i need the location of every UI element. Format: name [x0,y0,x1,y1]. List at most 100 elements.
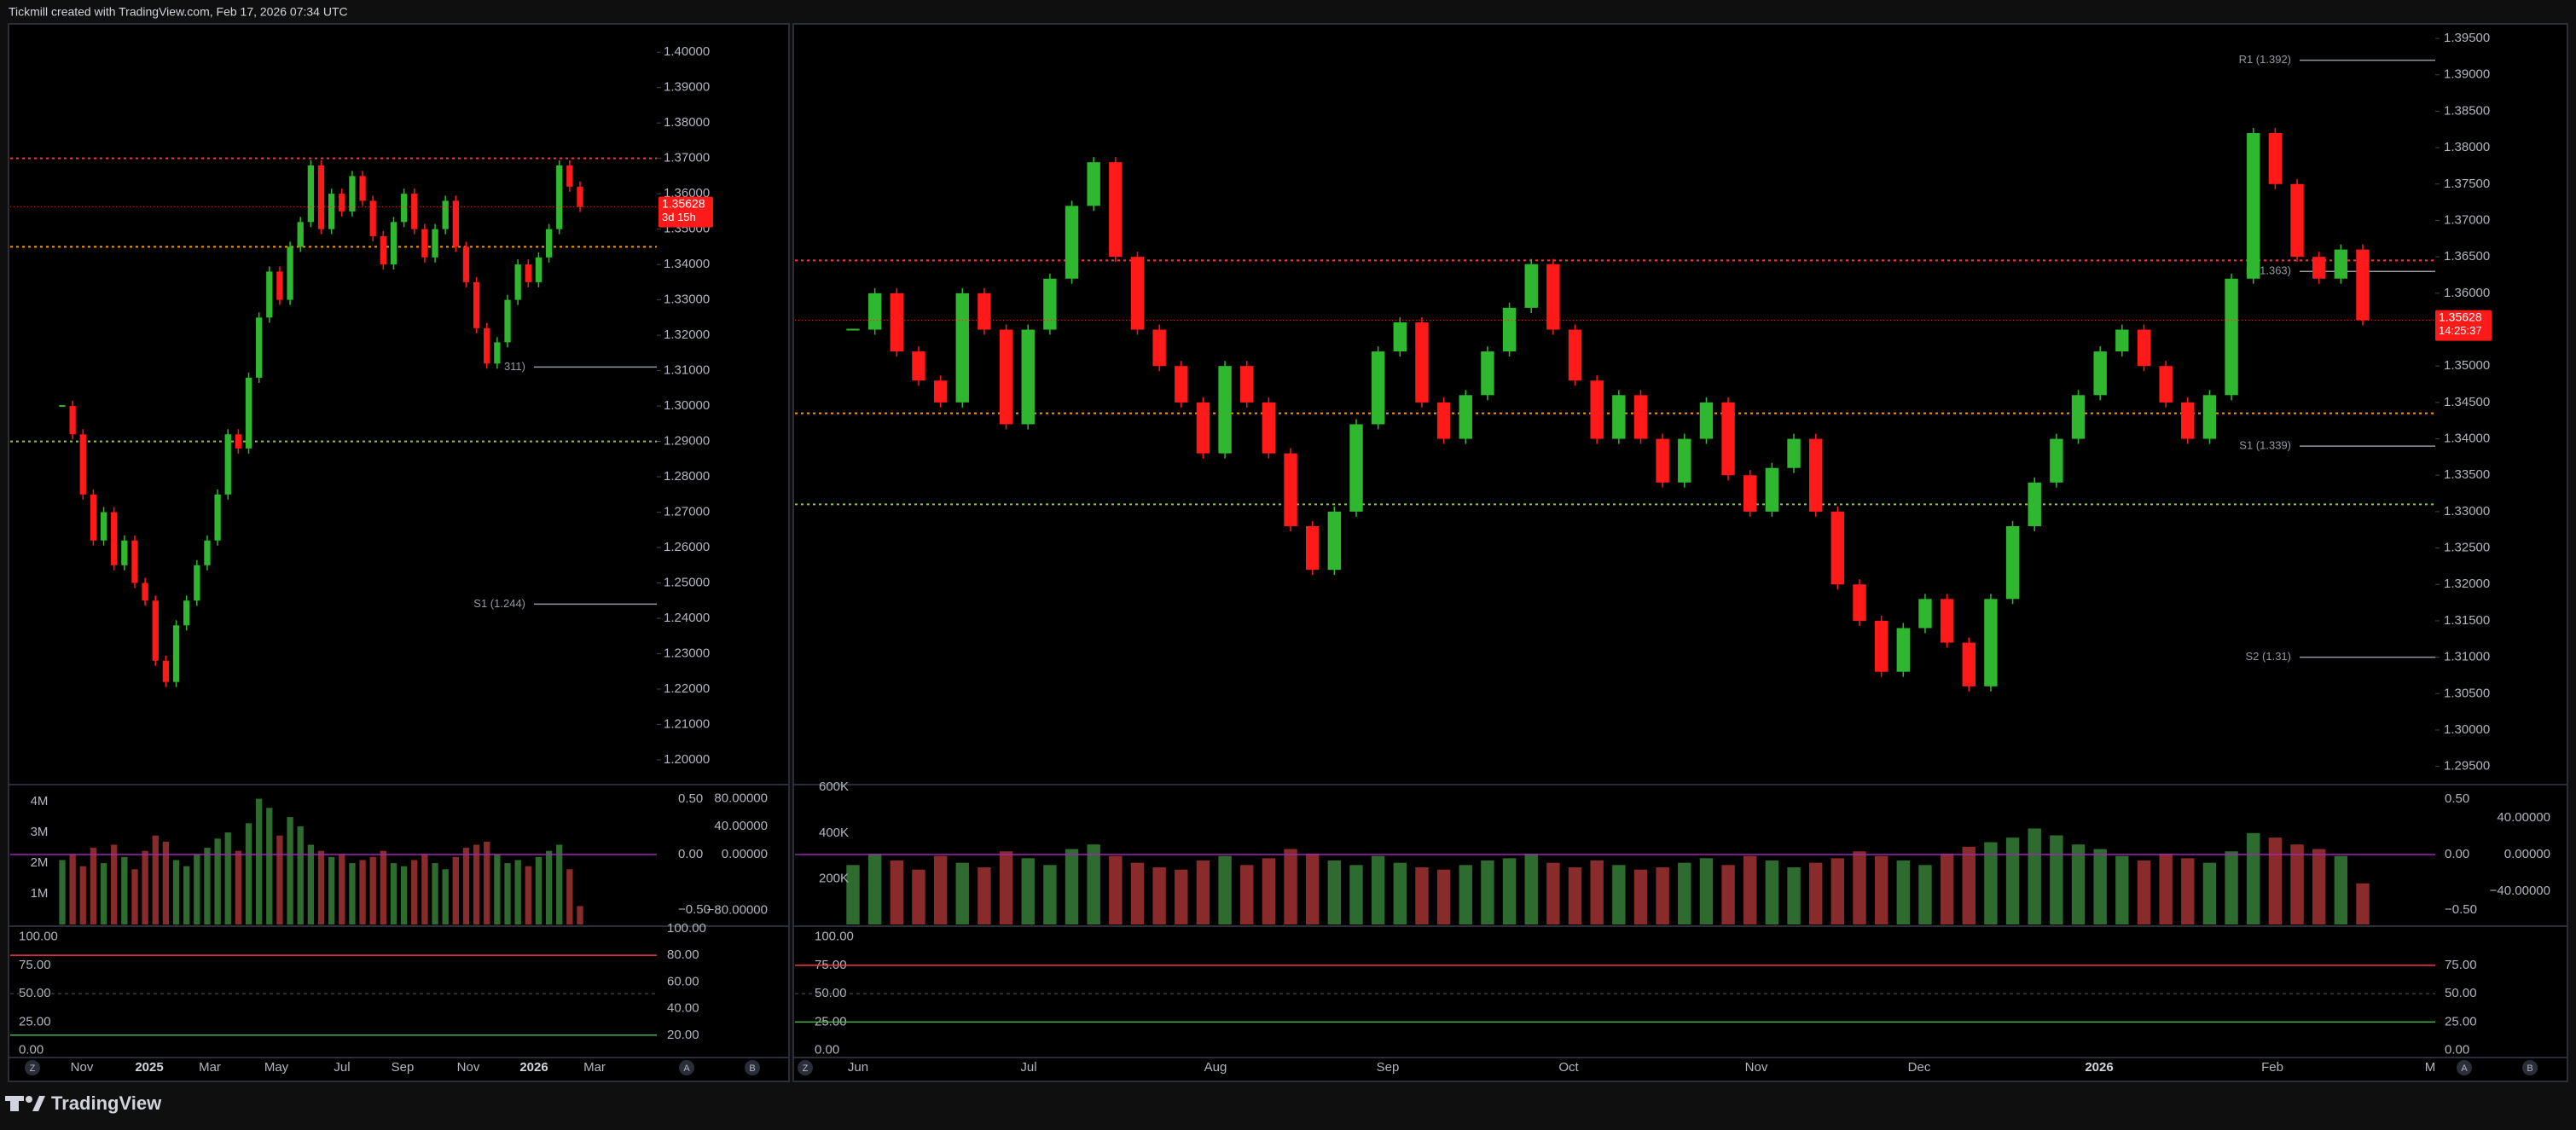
candle [1874,620,1888,672]
candle [69,406,76,435]
volume-bar [890,860,903,924]
scale-button[interactable]: A [679,1060,694,1075]
candle [577,186,583,207]
volume-bar [912,869,925,924]
volume-bar [1612,865,1626,924]
volume-bar [59,860,66,924]
scale-button-label[interactable]: Z [30,1063,36,1074]
stoch2-tick-label: 50.00 [2445,986,2477,1000]
candle [1962,642,1976,687]
candle [162,660,170,682]
candle [1284,453,1297,526]
osc2-tick-label: −80.00000 [707,903,768,918]
scale-button-label[interactable]: A [683,1063,690,1074]
logo-mark [32,1096,45,1111]
volume-bar [494,854,501,924]
candle [2268,133,2283,184]
candle [256,317,263,378]
candle [400,194,408,223]
volume-bar [194,854,200,924]
price-tick-label: 1.31000 [2444,650,2490,664]
candle [339,194,345,212]
price-tick-label: 1.37000 [2444,212,2490,227]
volume-bar [111,844,118,924]
volume-bar [1743,855,1757,924]
price-tick-label: 1.38500 [2444,103,2490,118]
scale-button[interactable]: B [745,1060,760,1075]
candle [1481,351,1494,396]
candle [317,165,325,229]
scale-button-label[interactable]: B [2527,1063,2532,1074]
volume-bar [1087,844,1100,924]
candle [1415,322,1429,403]
volume-bar [2028,828,2041,924]
candle [890,293,903,352]
candle [183,600,190,626]
candle [1590,380,1604,439]
time-label: Feb [2261,1060,2283,1075]
volume-bar [1984,842,1998,924]
volume-bar [1152,867,1166,924]
candle [1262,402,1276,454]
candle [1568,329,1582,381]
scale-button[interactable]: Z [798,1060,813,1075]
osc2-tick-label: 0.00000 [2504,847,2550,861]
pivot-label: S1 (1.244) [473,597,525,610]
candle [867,293,882,330]
volume-bar [359,860,366,924]
volume-bar [535,856,542,924]
scale-button-bg [2457,1060,2472,1075]
volume-bar [90,848,97,924]
price-tick-label: 1.40000 [664,44,710,59]
scale-button-label[interactable]: B [749,1063,755,1074]
brand[interactable]: TradingView [51,1092,162,1114]
price-tick-label: 1.29500 [2444,759,2490,774]
volume-bar [131,869,138,924]
candle [214,494,221,541]
volume-bar [452,856,459,924]
candle [297,222,304,247]
volume-bar [380,850,386,924]
volume-bar [2181,858,2195,924]
scale-button[interactable]: Z [25,1060,40,1075]
candle [390,222,397,265]
volume-tick-label: 200K [819,871,849,885]
candle [369,200,376,236]
time-label: Nov [71,1060,94,1075]
volume-bar [121,856,128,924]
volume-bar [2290,844,2304,924]
volume-bar [2268,837,2283,924]
price-tick-label: 1.21000 [664,716,710,731]
volume-bar [556,844,563,924]
candle [1940,599,1954,643]
pivot-label: S1 (1.339) [2239,439,2291,452]
volume-bar [1130,862,1145,924]
volume-bar [1327,860,1342,924]
time-label: M [2425,1060,2436,1075]
scale-button[interactable]: B [2522,1060,2538,1075]
volume-tick-label: 3M [31,825,49,839]
candle [1459,395,1472,439]
scale-button-label[interactable]: Z [803,1063,809,1074]
osc2-tick-label: −40.00000 [2490,884,2550,898]
volume-bar [484,841,490,924]
scale-button[interactable]: A [2457,1060,2472,1075]
candle [999,329,1013,425]
candle [1021,329,1035,425]
volume-bar [328,856,335,924]
candle [1809,438,1823,512]
candle [411,194,418,229]
volume-bar [411,860,418,924]
scale-button-label[interactable]: A [2461,1063,2468,1074]
volume-bar [473,844,480,924]
volume-bar [1436,869,1451,924]
candle [194,565,200,601]
volume-bar [1065,849,1079,924]
stoch-tick-label: 75.00 [19,958,51,972]
candle [955,293,969,403]
candle [287,246,293,300]
candle [266,271,273,318]
candle [1721,402,1735,476]
time-label: Dec [1908,1060,1931,1075]
